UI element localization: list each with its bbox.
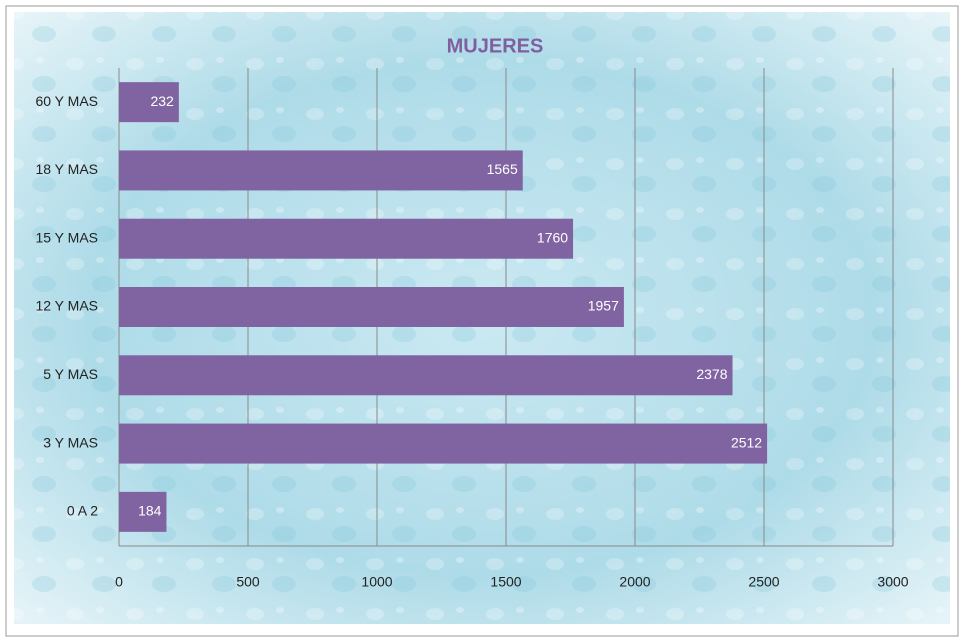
x-tick-label: 1500 [490,574,521,590]
x-tick-label: 2000 [619,574,650,590]
y-tick-label: 3 Y MAS [43,434,98,450]
x-tick-label: 500 [236,574,260,590]
data-label: 2378 [696,366,727,382]
data-label: 184 [138,503,162,519]
x-tick-label: 1000 [361,574,392,590]
bar [119,423,768,464]
bar [119,150,523,191]
y-tick-label: 15 Y MAS [35,229,98,245]
y-tick-label: 12 Y MAS [35,298,98,314]
bar [119,218,574,259]
y-tick-label: 18 Y MAS [35,161,98,177]
data-label: 1760 [537,229,568,245]
bar [119,82,179,123]
y-tick-label: 60 Y MAS [35,93,98,109]
data-label: 1957 [588,298,619,314]
data-label: 232 [150,93,174,109]
bar [119,491,167,532]
data-label: 2512 [731,434,762,450]
x-tick-label: 2500 [748,574,779,590]
x-tick-label: 3000 [877,574,908,590]
y-tick-label: 5 Y MAS [43,366,98,382]
y-tick-label: 0 A 2 [67,503,98,519]
bar [119,287,624,327]
x-tick-label: 0 [115,574,123,590]
data-label: 1565 [487,161,518,177]
bar [119,355,733,396]
chart-title: MUJERES [447,35,544,57]
